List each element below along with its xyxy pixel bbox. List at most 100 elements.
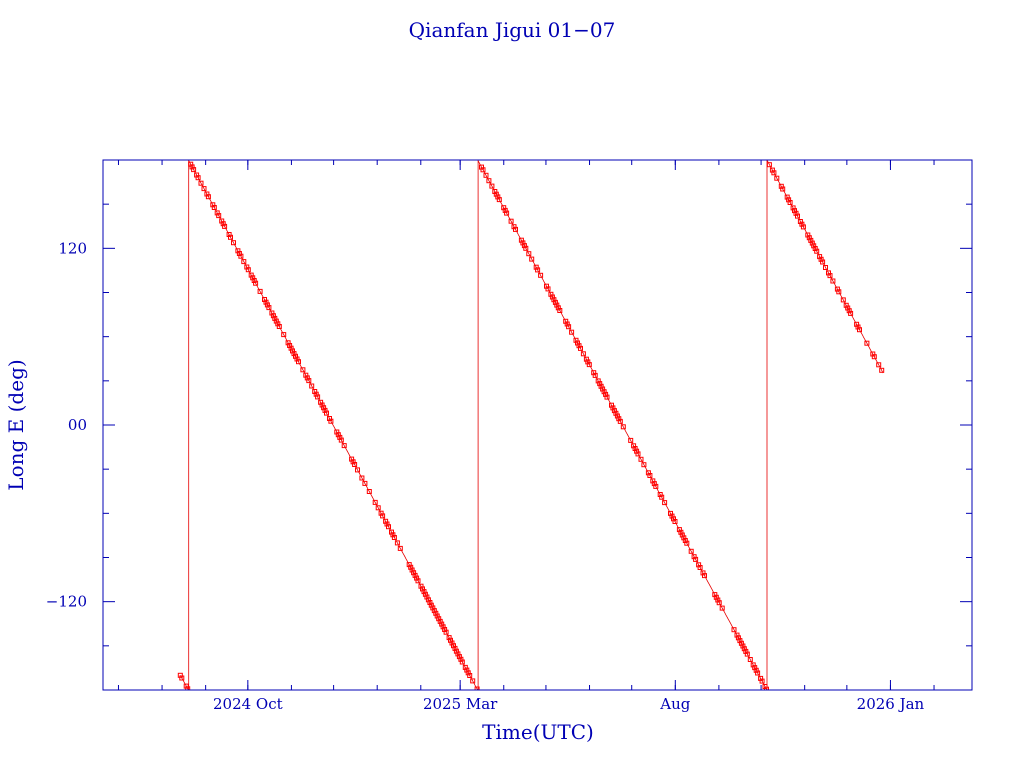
data-point <box>362 480 368 486</box>
data-point <box>764 686 769 690</box>
plot-frame <box>102 159 973 691</box>
data-point <box>795 213 800 219</box>
data-point <box>179 675 185 681</box>
data-point <box>502 207 508 213</box>
data-point <box>201 186 207 192</box>
x-axis: 2024 Oct 2025 Mar Aug 2026 Jan <box>117 160 935 713</box>
data-point <box>569 329 575 335</box>
data-point <box>857 327 862 333</box>
data-point <box>784 194 790 200</box>
data-point <box>281 332 287 338</box>
data-point <box>288 345 294 351</box>
data-point <box>603 391 609 397</box>
data-point <box>238 253 244 259</box>
data-point <box>759 678 765 684</box>
data-point <box>257 288 263 294</box>
data-point <box>702 573 707 579</box>
y-tick-label: −120 <box>46 593 87 611</box>
data-point <box>372 499 378 505</box>
data-point <box>854 321 860 327</box>
y-axis: −120 00 120 <box>46 203 972 647</box>
x-tick-label: 2026 Jan <box>857 695 925 713</box>
data-point <box>211 205 217 210</box>
data-point <box>864 340 870 346</box>
data-point <box>552 299 558 305</box>
data-point <box>755 670 761 676</box>
data-point <box>251 278 257 283</box>
data-point <box>719 605 725 611</box>
data-point <box>313 391 319 397</box>
data-point <box>266 305 272 311</box>
data-point <box>470 678 476 684</box>
series-line <box>179 160 884 690</box>
data-point <box>592 372 598 378</box>
data-point <box>486 178 492 184</box>
data-point <box>321 405 327 411</box>
data-point <box>443 629 449 635</box>
data-point <box>697 565 703 570</box>
data-point <box>638 456 644 462</box>
data-point <box>389 529 394 535</box>
data-point <box>300 367 306 373</box>
data-point <box>662 500 668 506</box>
x-tick-label: 2025 Mar <box>423 695 498 713</box>
data-point <box>731 627 737 633</box>
data-point <box>458 656 464 662</box>
data-point <box>276 324 282 329</box>
data-point <box>715 597 721 603</box>
data-point <box>433 610 439 616</box>
data-point <box>513 226 518 232</box>
data-point <box>747 657 753 662</box>
data-point <box>620 424 626 430</box>
data-point <box>397 545 403 551</box>
data-point <box>220 221 226 227</box>
data-point <box>659 494 665 500</box>
data-point <box>693 556 699 562</box>
data-point <box>483 172 489 178</box>
data-point <box>744 651 750 657</box>
data-point <box>820 259 826 265</box>
data-point <box>836 289 842 295</box>
data-point <box>535 267 541 273</box>
data-point <box>830 278 836 284</box>
data-point <box>270 313 276 319</box>
x-tick-label: Aug <box>659 695 690 713</box>
data-point <box>205 194 211 200</box>
data-point <box>521 243 527 249</box>
data-point <box>439 621 445 627</box>
data-point <box>380 513 386 519</box>
data-point <box>778 183 784 189</box>
data-point <box>545 286 551 292</box>
data-point <box>840 297 846 303</box>
data-point <box>415 578 421 584</box>
data-point <box>241 259 247 265</box>
data-point <box>790 205 796 211</box>
y-axis-label: Long E (deg) <box>4 359 28 490</box>
data-point <box>188 161 194 167</box>
data-point <box>408 564 414 570</box>
data-point <box>771 170 777 176</box>
data-point <box>359 475 365 481</box>
data-point <box>296 359 301 365</box>
data-point <box>787 200 793 205</box>
data-point <box>474 686 480 690</box>
data-point <box>614 413 620 419</box>
data-point <box>191 167 197 173</box>
data-point <box>231 240 236 246</box>
data-point <box>222 223 228 229</box>
data-point <box>653 483 659 489</box>
data-point <box>734 632 740 638</box>
data-point <box>459 659 465 665</box>
data-point <box>814 248 820 254</box>
data-point <box>846 308 852 314</box>
data-point <box>228 234 233 240</box>
data-point <box>566 324 572 330</box>
data-point <box>504 210 510 216</box>
data-point <box>185 686 191 690</box>
data-point <box>871 354 877 360</box>
data-point <box>617 418 623 424</box>
data-point <box>586 362 592 368</box>
data-point <box>774 175 780 181</box>
data-point <box>338 437 344 443</box>
data-point <box>427 600 433 605</box>
